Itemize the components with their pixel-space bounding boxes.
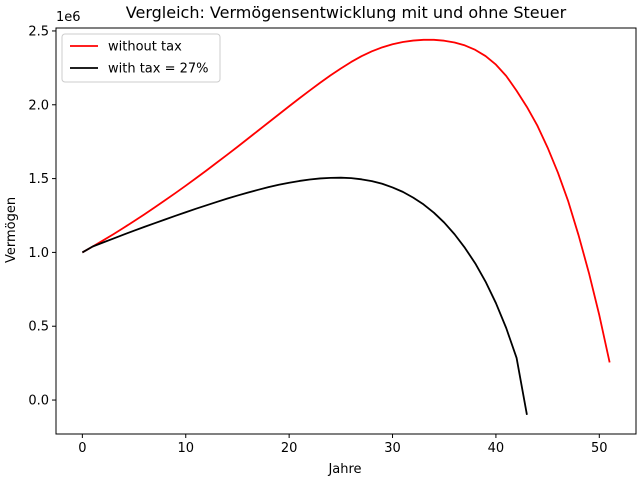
- y-tick-label: 2.0: [28, 98, 49, 113]
- legend-box: [61, 33, 221, 83]
- y-tick-label: 0.5: [28, 320, 49, 335]
- y-tick-label: 1.0: [28, 246, 49, 261]
- y-tick-label: 1.5: [28, 172, 49, 187]
- y-tick-label: 0.0: [28, 394, 49, 409]
- x-axis-label: Jahre: [327, 462, 361, 477]
- y-offset-label: 1e6: [56, 10, 81, 25]
- x-tick-label: 0: [78, 441, 86, 456]
- y-axis-label: Vermögen: [4, 197, 19, 263]
- y-tick-label: 2.5: [28, 24, 49, 39]
- series-line-2: [81, 176, 528, 415]
- x-tick-label: 40: [488, 441, 505, 456]
- legend-label-2: with tax = 27%: [108, 62, 209, 77]
- x-tick-label: 10: [177, 441, 194, 456]
- x-tick-label: 20: [281, 441, 298, 456]
- axes-frame: [55, 27, 637, 435]
- series-line-1: [81, 38, 611, 363]
- chart-title: Vergleich: Vermögensentwicklung mit und …: [126, 3, 567, 22]
- x-tick-label: 50: [591, 441, 608, 456]
- legend-label-1: without tax: [108, 40, 182, 55]
- plot-area: 0 10 20 30 40 50 0.0 0.5 1.0 1.5 2.0 2.5: [28, 24, 637, 456]
- legend: without tax with tax = 27%: [61, 33, 221, 83]
- x-tick-label: 30: [384, 441, 401, 456]
